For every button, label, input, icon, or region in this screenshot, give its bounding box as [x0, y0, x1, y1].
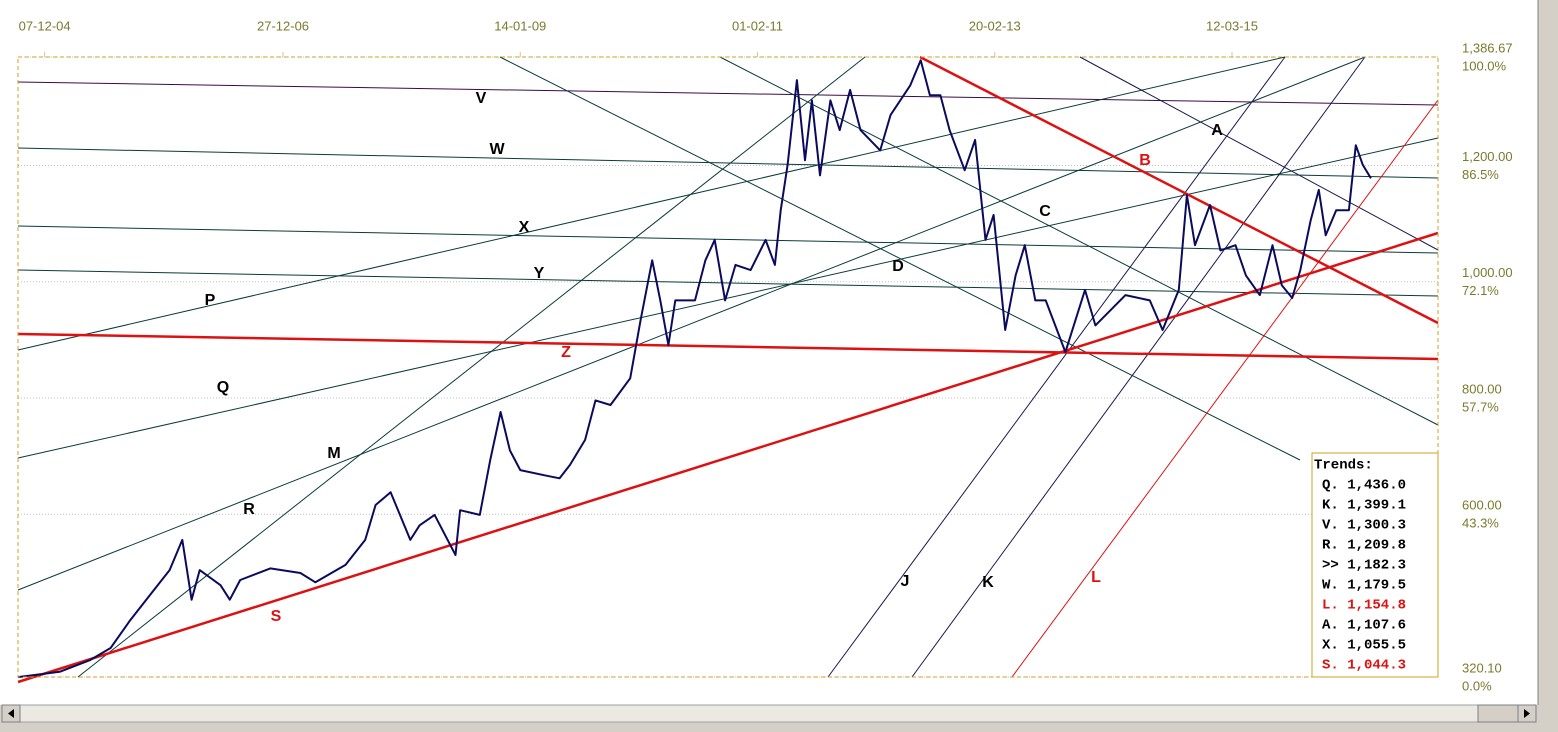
y-percent-label: 43.3%	[1462, 516, 1499, 531]
trend-letter: R	[243, 501, 255, 518]
x-tick-label: 20-02-13	[969, 18, 1021, 33]
trend-letter: B	[1139, 152, 1151, 169]
trends-box-row: W. 1,179.5	[1322, 578, 1406, 594]
trend-line	[17, 56, 1366, 591]
trend-line	[827, 56, 1286, 678]
y-percent-label: 57.7%	[1462, 399, 1499, 414]
y-tick-label: 800.00	[1462, 381, 1502, 396]
trend-letter: L	[1091, 569, 1101, 586]
y-tick-label: 1,200.00	[1462, 149, 1513, 164]
x-tick-label: 14-01-09	[494, 18, 546, 33]
trend-line	[919, 55, 1439, 325]
x-tick-label: 01-02-11	[732, 18, 783, 33]
trends-box-row: Q. 1,436.0	[1322, 478, 1406, 494]
trend-lines	[17, 55, 1439, 684]
trends-box-row: A. 1,107.6	[1322, 618, 1406, 634]
trend-letter: P	[205, 292, 216, 309]
trends-box-row: X. 1,055.5	[1322, 638, 1406, 654]
trend-line	[77, 56, 866, 678]
trend-line	[1011, 99, 1439, 678]
trend-letter: M	[327, 445, 340, 462]
trend-line	[1079, 56, 1439, 251]
labels-layer: 07-12-04 27-12-06 14-01-09 01-02-11 20-02-13…	[19, 18, 1513, 693]
trend-line	[17, 231, 1439, 684]
plot-frame	[17, 56, 1439, 678]
y-tick-label: 600.00	[1462, 498, 1502, 513]
trend-letter: Y	[534, 265, 545, 282]
x-tick-label: 27-12-06	[257, 18, 309, 33]
y-percent-label: 86.5%	[1462, 167, 1499, 182]
trend-line	[719, 56, 1439, 426]
scroll-thumb[interactable]	[1477, 704, 1519, 723]
grid-layer	[18, 52, 1438, 678]
trends-box-frame	[1311, 452, 1439, 678]
trend-line	[17, 332, 1439, 361]
trend-line	[17, 225, 1439, 254]
trend-letter: S	[271, 608, 282, 625]
trend-letter: Z	[561, 344, 571, 361]
trend-line	[17, 56, 1286, 351]
price-line	[17, 59, 1372, 679]
scrollbar-track[interactable]	[1, 704, 1537, 723]
right-strip	[1538, 0, 1558, 732]
scrollbar[interactable]	[1, 704, 1537, 723]
trend-letter: W	[489, 141, 505, 158]
series-layer	[17, 59, 1372, 679]
trends-box-row: K. 1,399.1	[1322, 498, 1406, 514]
trend-letter: D	[892, 258, 904, 275]
x-tick-label: 12-03-15	[1206, 18, 1258, 33]
trend-letter: A	[1211, 122, 1223, 139]
trends-box-row: S. 1,044.3	[1322, 658, 1406, 674]
y-percent-label: 100.0%	[1462, 58, 1507, 73]
trend-line	[17, 81, 1439, 106]
chart-background	[0, 0, 1538, 705]
trend-letter: Q	[217, 379, 229, 396]
trend-line	[911, 56, 1366, 678]
trend-letter: K	[982, 574, 994, 591]
trend-line	[17, 147, 1439, 179]
trend-letter: C	[1039, 203, 1051, 220]
trends-box-row: V. 1,300.3	[1322, 518, 1406, 534]
trends-box-title: Trends:	[1314, 458, 1373, 474]
scroll-right-arrow	[1524, 709, 1530, 718]
trend-line	[17, 137, 1439, 459]
y-tick-label: 1,386.67	[1462, 40, 1513, 55]
trends-box-row: R. 1,209.8	[1322, 538, 1406, 554]
y-tick-label: 1,000.00	[1462, 265, 1513, 280]
trends-box-row: >> 1,182.3	[1322, 558, 1406, 574]
y-tick-label: 320.10	[1462, 660, 1502, 675]
y-percent-label: 72.1%	[1462, 283, 1499, 298]
trend-letter: X	[519, 219, 530, 236]
trends-box: Trends: Q. 1,436.0 K. 1,399.1 V. 1,300.3 R. …	[1311, 452, 1439, 678]
trends-box-row: L. 1,154.8	[1322, 598, 1406, 614]
x-tick-label: 07-12-04	[19, 18, 71, 33]
trend-line	[499, 56, 1301, 461]
trend-letter: J	[901, 573, 910, 590]
y-percent-label: 0.0%	[1462, 678, 1492, 693]
trend-letter: V	[476, 90, 487, 107]
scroll-left-arrow	[8, 709, 14, 718]
trend-line	[17, 269, 1439, 297]
